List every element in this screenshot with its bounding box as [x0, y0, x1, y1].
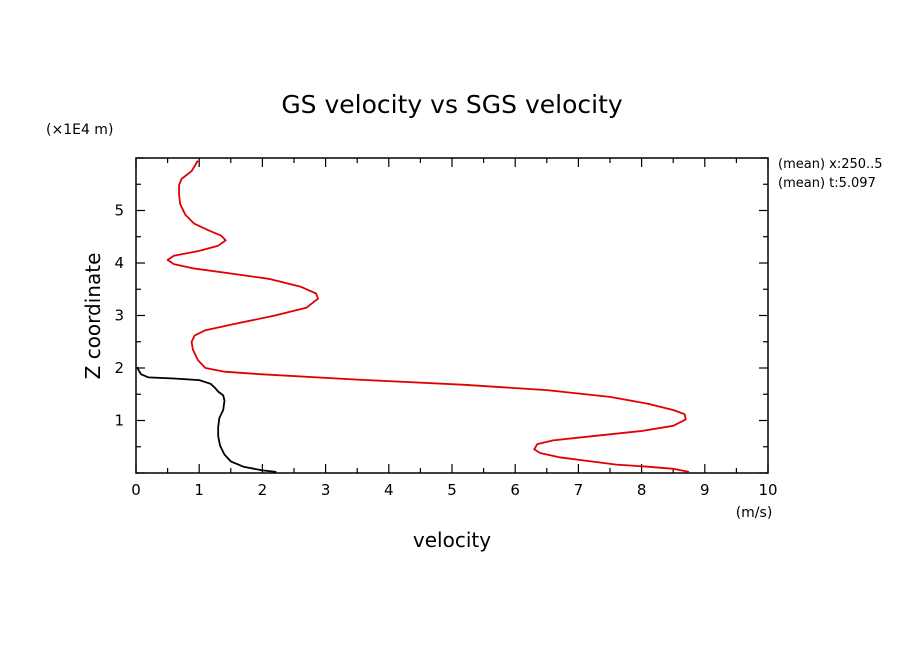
- x-unit-label: (m/s): [736, 505, 773, 521]
- x-tick-label: 1: [194, 481, 204, 499]
- series-line-2: [136, 366, 277, 473]
- x-tick-label: 6: [510, 481, 520, 499]
- series-lines: [136, 160, 690, 473]
- y-tick-label: 2: [114, 359, 124, 377]
- x-tick-label: 2: [258, 481, 268, 499]
- chart-title: GS velocity vs SGS velocity: [281, 90, 623, 119]
- x-tick-label: 10: [758, 481, 777, 499]
- x-tick-label: 0: [131, 481, 141, 499]
- x-tick-label: 9: [700, 481, 710, 499]
- axis-ticks: [135, 157, 769, 474]
- annotation-t-range: (mean) t:5.097: [778, 176, 876, 191]
- y-tick-label: 1: [114, 412, 124, 430]
- annotation-x-range: (mean) x:250..5: [778, 157, 883, 172]
- x-tick-labels: 0 1 2 3 4 5 6 7 8 9 10: [131, 481, 777, 499]
- x-tick-label: 8: [637, 481, 647, 499]
- x-tick-label: 5: [447, 481, 457, 499]
- y-tick-label: 5: [114, 202, 124, 220]
- series-line-1: [166, 160, 690, 473]
- y-axis-title: Z coordinate: [81, 253, 105, 380]
- y-tick-label: 3: [114, 307, 124, 325]
- x-tick-label: 3: [321, 481, 331, 499]
- y-tick-labels: 1 2 3 4 5: [114, 202, 124, 430]
- x-axis-title: velocity: [413, 528, 491, 552]
- y-tick-label: 4: [114, 254, 124, 272]
- y-unit-label: (×1E4 m): [46, 122, 113, 138]
- x-tick-label: 7: [574, 481, 584, 499]
- x-tick-label: 4: [384, 481, 394, 499]
